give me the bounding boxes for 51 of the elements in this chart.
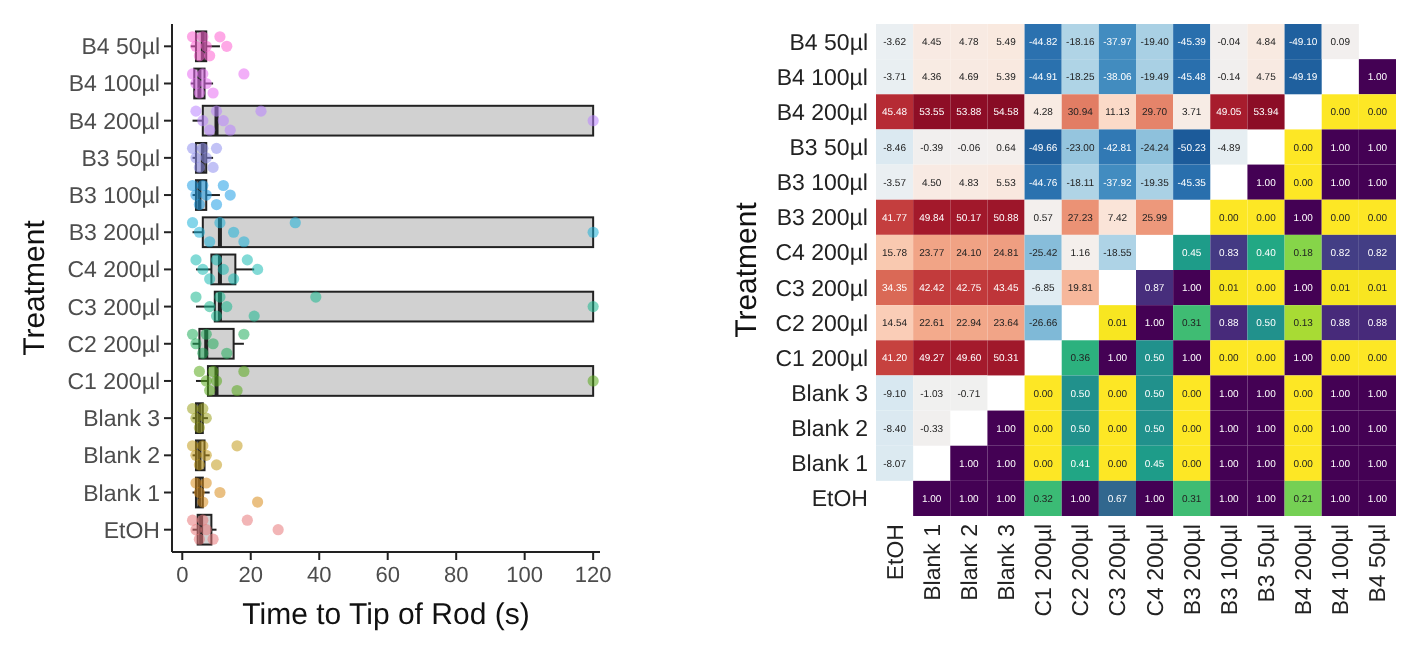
x-tick-label: C1 200µl (1033, 524, 1058, 617)
x-tick-label: 100 (506, 564, 544, 588)
y-tick-label: Blank 1 (791, 453, 868, 478)
x-tick-label: B3 50µl (1256, 524, 1280, 603)
y-axis-title: Treatment (730, 200, 764, 338)
x-tick-label: C4 200µl (1144, 524, 1169, 617)
y-tick-label: C2 200µl (67, 333, 160, 358)
x-tick-label: EtOH (884, 524, 909, 581)
y-tick-label: B4 50µl (81, 36, 160, 61)
y-tick-label: B4 50µl (789, 31, 868, 56)
x-tick-label: Blank 3 (996, 524, 1020, 601)
x-tick-label: B3 100µl (1218, 524, 1243, 616)
y-tick-label: C1 200µl (775, 347, 868, 372)
x-tick-label: B4 100µl (1330, 524, 1355, 616)
y-tick-label: B4 200µl (68, 110, 160, 135)
y-tick-label: B3 50µl (81, 147, 160, 172)
y-axis-title: Treatment (18, 218, 52, 356)
x-tick-label: Blank 1 (921, 524, 946, 601)
y-tick-label: B4 200µl (776, 101, 868, 126)
y-tick-label: B3 200µl (776, 207, 868, 232)
x-tick-label: C2 200µl (1070, 524, 1095, 617)
y-tick-label: C2 200µl (775, 312, 868, 337)
x-tick-label: 0 (176, 564, 189, 588)
y-tick-label: C3 200µl (775, 277, 868, 302)
x-tick-label: C3 200µl (1107, 524, 1132, 617)
y-tick-label: Blank 2 (83, 445, 160, 470)
x-tick-label: Blank 2 (958, 524, 983, 601)
x-tick-label: 80 (443, 564, 469, 588)
x-tick-label: 40 (306, 564, 332, 588)
y-tick-label: Blank 1 (83, 482, 160, 507)
x-tick-label: 20 (238, 564, 263, 588)
y-tick-label: Blank 3 (791, 383, 868, 407)
x-tick-label: B3 200µl (1181, 524, 1206, 616)
y-tick-label: B3 100µl (776, 172, 868, 197)
x-tick-label: 120 (574, 564, 612, 588)
y-tick-label: B4 100µl (776, 66, 868, 91)
x-tick-label: 60 (375, 564, 400, 588)
y-tick-label: C1 200µl (67, 370, 160, 395)
y-tick-label: C4 200µl (67, 259, 160, 284)
x-axis-title: Time to Tip of Rod (s) (242, 598, 530, 632)
x-tick-label: B4 50µl (1367, 524, 1392, 603)
y-tick-label: B3 100µl (68, 185, 160, 210)
y-tick-label: Blank 3 (83, 408, 160, 433)
y-tick-label: B4 100µl (68, 73, 160, 98)
y-tick-label: EtOH (811, 488, 868, 513)
y-tick-label: Blank 2 (791, 418, 868, 443)
y-tick-label: B3 50µl (789, 137, 868, 161)
y-tick-label: C3 200µl (67, 296, 160, 321)
y-tick-label: C4 200µl (775, 242, 868, 267)
y-tick-label: B3 200µl (68, 222, 160, 247)
x-tick-label: B4 200µl (1293, 524, 1318, 616)
